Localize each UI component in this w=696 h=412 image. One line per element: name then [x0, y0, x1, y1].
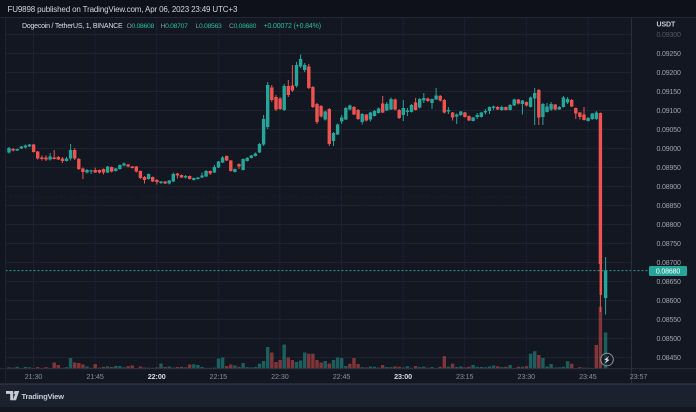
svg-text:23:30: 23:30	[518, 372, 536, 381]
svg-text:O0.08608: O0.08608	[127, 23, 155, 30]
svg-text:22:15: 22:15	[210, 372, 228, 381]
svg-text:23:15: 23:15	[456, 372, 474, 381]
svg-text:21:45: 21:45	[86, 372, 104, 381]
svg-text:0.09250: 0.09250	[657, 51, 682, 58]
svg-text:23:45: 23:45	[579, 372, 597, 381]
svg-text:USDT: USDT	[657, 22, 676, 29]
svg-text:0.08900: 0.08900	[657, 184, 682, 191]
svg-text:22:45: 22:45	[333, 372, 351, 381]
svg-text:0.08680: 0.08680	[656, 269, 681, 276]
svg-text:0.08750: 0.08750	[657, 241, 682, 248]
svg-text:0.08450: 0.08450	[657, 355, 682, 362]
svg-text:H0.08707: H0.08707	[161, 23, 189, 30]
svg-text:FU9898 published on TradingVie: FU9898 published on TradingView.com FU98…	[10, 195, 529, 202]
svg-text:0.08850: 0.08850	[657, 203, 682, 210]
svg-text:0.09200: 0.09200	[657, 70, 682, 77]
svg-text:0.08500: 0.08500	[657, 336, 682, 343]
svg-text:0.09150: 0.09150	[657, 89, 682, 96]
svg-text:L0.08563: L0.08563	[196, 23, 222, 30]
svg-text:C0.08680: C0.08680	[229, 23, 257, 30]
svg-text:22:30: 22:30	[271, 372, 289, 381]
svg-text:23:57: 23:57	[630, 372, 648, 381]
svg-text:0.08600: 0.08600	[657, 298, 682, 305]
svg-text:0.09000: 0.09000	[657, 146, 682, 153]
svg-text:0.09300: 0.09300	[657, 32, 682, 39]
svg-text:0.08650: 0.08650	[657, 279, 682, 286]
svg-text:0.08700: 0.08700	[657, 260, 682, 267]
svg-text:0.09050: 0.09050	[657, 127, 682, 134]
svg-text:0.08550: 0.08550	[657, 317, 682, 324]
svg-text:FU9898 published on TradingVie: FU9898 published on TradingView.com, Apr…	[8, 5, 238, 14]
svg-text:22:00: 22:00	[148, 372, 166, 381]
svg-text:0.09100: 0.09100	[657, 108, 682, 115]
svg-text:23:00: 23:00	[394, 372, 412, 381]
svg-text:Dogecoin / TetherUS, 1, BINANC: Dogecoin / TetherUS, 1, BINANCE	[22, 23, 123, 30]
svg-text:0.08950: 0.08950	[657, 165, 682, 172]
svg-text:TradingView: TradingView	[22, 392, 65, 401]
svg-text:0.08800: 0.08800	[657, 222, 682, 229]
svg-text:21:30: 21:30	[25, 372, 43, 381]
svg-text:+0.00072 (+0.84%): +0.00072 (+0.84%)	[264, 23, 321, 30]
